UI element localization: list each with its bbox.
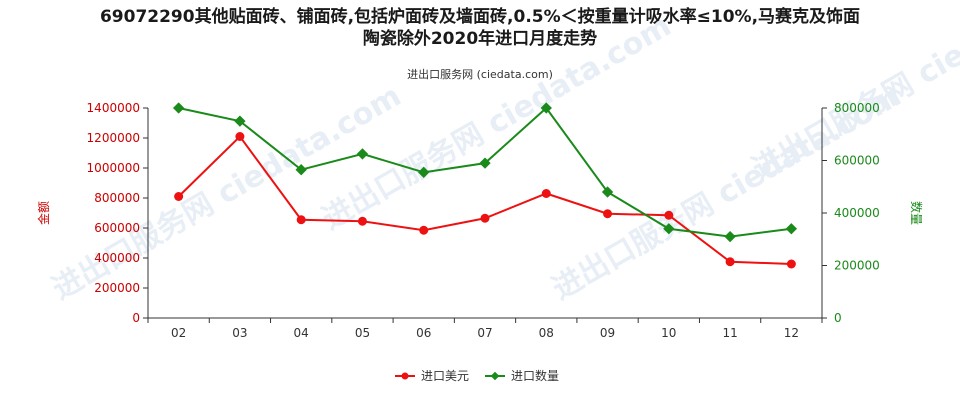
chart-title: 69072290其他贴面砖、铺面砖,包括炉面砖及墙面砖,0.5%＜按重量计吸水率… xyxy=(0,6,960,50)
y-right-axis-title: 数量 xyxy=(909,201,924,225)
y-right-tick-label: 0 xyxy=(834,311,842,325)
y-left-tick-label: 1400000 xyxy=(87,101,140,115)
y-right-tick-label: 800000 xyxy=(834,101,880,115)
x-tick-label: 08 xyxy=(539,326,554,340)
quantity-point xyxy=(172,102,185,114)
legend-label: 进口数量 xyxy=(511,368,559,383)
quantity-point xyxy=(601,186,614,198)
y-left-tick-label: 0 xyxy=(132,311,140,325)
series-layer xyxy=(172,102,798,269)
amount-point xyxy=(235,132,245,141)
legend-marker xyxy=(490,371,500,381)
amount-point xyxy=(541,189,551,198)
axes-layer: 0 200000 400000 600000 800000 1000000 1200000 1… xyxy=(36,101,924,340)
amount-point xyxy=(174,192,184,201)
y-right-tick-label: 400000 xyxy=(834,206,880,220)
quantity-point xyxy=(356,148,369,160)
amount-point xyxy=(664,210,674,220)
x-tick-label: 02 xyxy=(171,326,186,340)
x-tick-label: 12 xyxy=(784,326,799,340)
chart-title-line-1: 69072290其他贴面砖、铺面砖,包括炉面砖及墙面砖,0.5%＜按重量计吸水率… xyxy=(99,7,861,27)
amount-point xyxy=(480,213,490,223)
quantity-point xyxy=(295,164,307,176)
legend-label: 进口美元 xyxy=(421,369,469,383)
y-left-tick-label: 400000 xyxy=(94,251,140,265)
x-tick-label: 09 xyxy=(600,326,615,340)
legend-marker xyxy=(401,372,409,380)
y-left-tick-label: 600000 xyxy=(94,221,140,235)
y-left-tick-label: 200000 xyxy=(94,281,140,295)
amount-point xyxy=(296,215,306,225)
x-tick-label: 11 xyxy=(722,326,737,340)
y-right-tick-label: 200000 xyxy=(834,259,880,273)
x-tick-label: 04 xyxy=(294,326,309,340)
legend: 进口美元 进口数量 xyxy=(395,368,559,383)
amount-point xyxy=(357,216,367,226)
amount-point xyxy=(786,259,796,269)
y-left-tick-label: 800000 xyxy=(94,191,140,205)
quantity-point xyxy=(418,166,430,178)
chart-title-line-2: 陶瓷除外2020年进口月度走势 xyxy=(362,29,598,49)
quantity-point xyxy=(663,223,675,235)
amount-point xyxy=(725,257,735,267)
y-left-tick-label: 1000000 xyxy=(87,161,140,175)
x-tick-label: 05 xyxy=(355,326,370,340)
y-left-axis-title: 金额 xyxy=(36,201,51,225)
amount-point xyxy=(603,209,613,219)
quantity-point xyxy=(479,157,491,169)
y-left-tick-label: 1200000 xyxy=(87,131,140,145)
quantity-point xyxy=(724,230,736,243)
quantity-point xyxy=(785,223,798,235)
x-tick-label: 10 xyxy=(661,326,676,340)
y-right-tick-label: 600000 xyxy=(834,154,880,168)
x-tick-label: 07 xyxy=(477,326,492,340)
chart-subtitle: 进出口服务网 (ciedata.com) xyxy=(407,68,553,81)
amount-point xyxy=(419,225,429,235)
x-tick-label: 06 xyxy=(416,326,431,340)
x-tick-label: 03 xyxy=(232,326,247,340)
